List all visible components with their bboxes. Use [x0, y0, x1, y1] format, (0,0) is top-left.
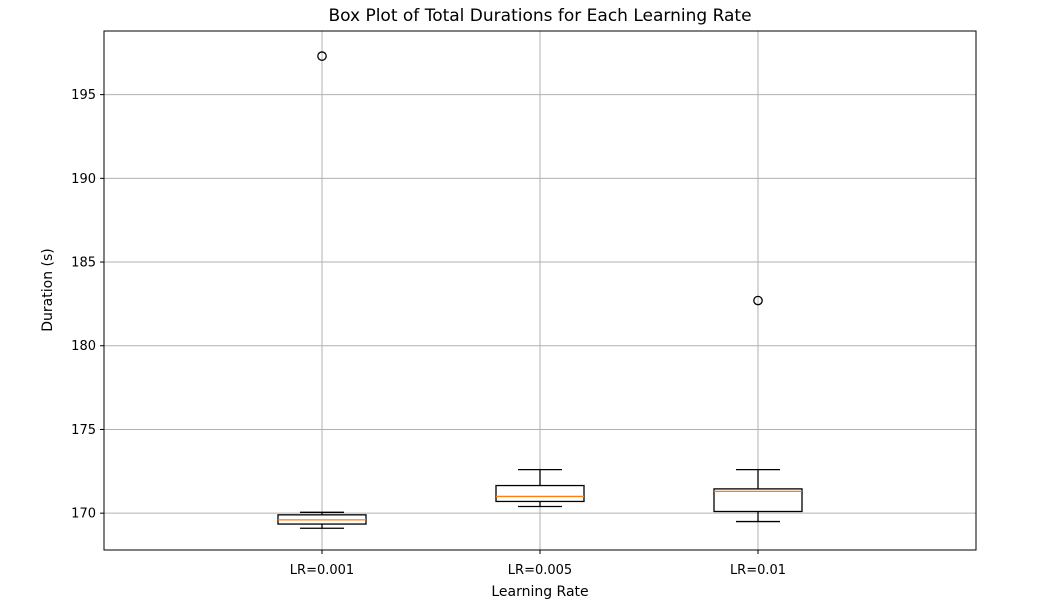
- box-iqr: [713, 488, 803, 513]
- y-tick-label: 175: [71, 423, 96, 438]
- grid-lines: [104, 31, 976, 550]
- box-iqr: [495, 484, 585, 503]
- y-tick-label: 195: [71, 88, 96, 103]
- box-lr-0-001: [277, 51, 367, 529]
- box-lr-0-01: [713, 295, 803, 523]
- y-axis-label: Duration (s): [40, 248, 56, 331]
- x-axis-label: Learning Rate: [491, 584, 588, 600]
- x-tick-label: LR=0.01: [730, 563, 786, 578]
- outlier-point: [753, 295, 763, 306]
- x-tick-label: LR=0.001: [290, 563, 354, 578]
- boxes: [277, 51, 803, 529]
- box-lr-0-005: [495, 468, 585, 508]
- y-tick-label: 170: [71, 507, 96, 522]
- x-tick-label: LR=0.005: [508, 563, 572, 578]
- y-axis-ticks: 170 175 180 185 190 195: [71, 88, 104, 522]
- y-tick-label: 190: [71, 172, 96, 187]
- y-tick-label: 180: [71, 339, 96, 354]
- chart-title: Box Plot of Total Durations for Each Lea…: [328, 6, 751, 26]
- y-tick-label: 185: [71, 256, 96, 271]
- x-axis-ticks: LR=0.001 LR=0.005 LR=0.01: [290, 550, 786, 578]
- outlier-point: [317, 51, 327, 61]
